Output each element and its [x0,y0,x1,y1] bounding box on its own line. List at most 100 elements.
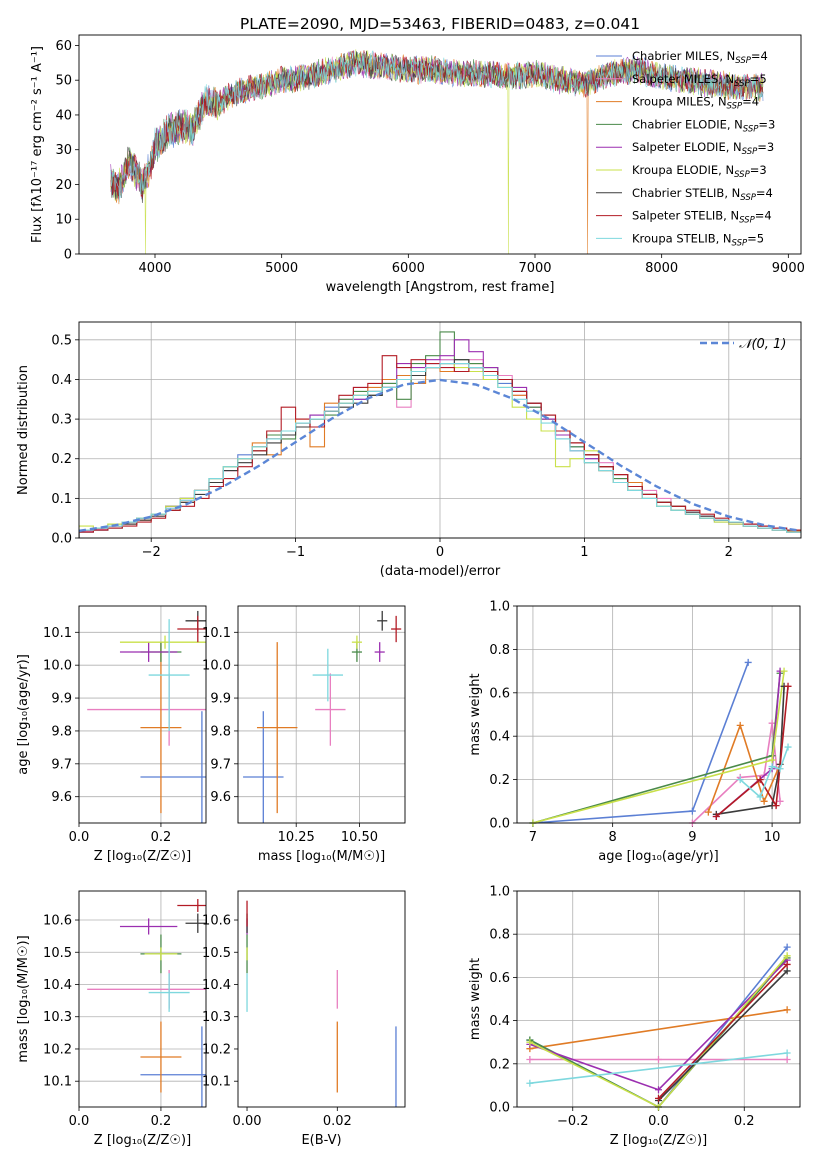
y-tick-label: 9.7 [210,757,231,772]
x-axis-label: age [log₁₀(age/yr)] [598,849,719,864]
errorbars [246,900,397,1107]
legend-entry-tail: =4 [755,209,772,223]
legend-entry-tail: =3 [750,163,767,177]
y-tick-label: 60 [55,39,72,54]
x-tick-label: 4000 [138,261,171,276]
y-tick-label: 0.6 [489,971,510,986]
spectrum-lines [110,49,764,254]
y-tick-label: 1.0 [489,600,510,615]
panel-mass_vs_Z: 0.0 0.2 10.1 10.2 10.3 10.4 10.5 10.6 Z [log₁₀(Z… [16,890,207,1148]
x-tick-label: 8000 [645,261,678,276]
legend-entry-main: Kroupa STELIB, N [632,231,732,245]
weight-marker-kroupa_stelib [768,763,776,771]
y-tick-label: 0.4 [51,373,72,388]
x-tick-label: 9000 [772,261,805,276]
panel-weight_vs_age: 7 8 9 10 0.0 0.2 0.4 0.6 0.8 1.0 age [log₁₀(age/yr… [468,600,801,864]
x-tick-label: 0.2 [734,1114,755,1129]
y-axis-label: Flux [fλ10⁻¹⁷ erg cm⁻² s⁻¹ A⁻¹] [30,46,45,243]
x-tick-label: 8 [609,830,617,845]
x-axis-label: Z [log₁₀(Z/Z☉)] [94,849,191,864]
panel-residuals: −2 −1 0 1 2 0.0 0.1 0.2 0.3 0.4 0.5 (data-model)/er… [16,321,802,579]
weight-marker-salpeter_stelib [772,802,780,810]
errorbars [243,610,402,823]
y-tick-label: 0.0 [489,817,510,832]
y-tick-label: 0.0 [51,532,72,547]
weight-marker-salpeter_miles [526,1055,534,1063]
x-tick-label: 0.2 [151,830,172,845]
weight-marker-kroupa_stelib [776,765,784,773]
x-tick-label: 7 [529,830,537,845]
x-tick-label: 10.50 [341,830,378,845]
x-axis-label: Z [log₁₀(Z/Z☉)] [610,1133,707,1148]
legend-entry-main: Chabrier ELODIE, N [632,117,743,131]
y-tick-label: 10 [55,213,72,228]
x-tick-label: −0.2 [557,1114,589,1129]
y-tick-label: 0.5 [51,333,72,348]
weight-marker-kroupa_elodie [780,667,788,675]
legend-entry-main: Kroupa MILES, N [632,95,727,109]
axes-frame [516,605,801,824]
legend-entry-main: Salpeter MILES, N [632,72,734,86]
x-tick-label: 0.0 [69,830,90,845]
legend-entry-tail: =3 [757,140,774,154]
x-tick-label: 5000 [265,261,298,276]
y-tick-label: 9.9 [51,692,72,707]
x-tick-label: 1 [580,545,588,560]
y-tick-label: 0.4 [489,730,510,745]
y-axis-label: mass weight [468,673,483,755]
y-tick-label: 0.2 [51,452,72,467]
y-tick-label: 0.2 [489,773,510,788]
y-tick-label: 9.8 [210,724,231,739]
x-tick-label: 0.02 [323,1114,352,1129]
legend-entry: Chabrier STELIB, NSSP=4 [632,186,773,203]
legend-entry-sub: SSP [743,124,759,134]
y-axis-label: mass weight [468,958,483,1040]
legend-entry-sub: SSP [742,147,758,157]
x-axis-label: E(B-V) [301,1133,341,1148]
axes-frame [78,605,207,824]
legend-entry: Kroupa STELIB, NSSP=5 [632,231,764,248]
weight-marker-kroupa_elodie [783,952,791,960]
legend-entry-main: Salpeter ELODIE, N [632,140,742,154]
x-axis-label: Z [log₁₀(Z/Z☉)] [94,1133,191,1148]
weight-marker-kroupa_miles [704,808,712,816]
y-axis-label: mass [log₁₀(M/M☉)] [16,935,31,1062]
weight-line-chabrier_stelib [716,686,785,816]
weight-line-kroupa_stelib [529,1052,788,1084]
y-tick-label: 0.1 [51,492,72,507]
weight-marker-kroupa_stelib [784,743,792,751]
histogram-kroupa_stelib [79,363,801,538]
weight-line-salpeter_stelib [715,686,789,818]
axes-frame [78,34,802,255]
axes-frame [516,890,801,1108]
panels: 4000 5000 6000 7000 8000 90000102030405060wav… [16,34,805,1148]
axes-frame [237,890,406,1108]
legend-entry: Chabrier ELODIE, NSSP=3 [632,117,775,134]
x-tick-label: 6000 [392,261,425,276]
legend-entry-tail: =5 [750,72,767,86]
y-tick-label: 10.1 [43,626,72,641]
x-tick-label: −2 [142,545,161,560]
legend-entry-tail: =4 [756,186,773,200]
panel-age_vs_mass: 10.25 10.50 9.6 9.7 9.8 9.9 10.0 10.1 mass [log₁… [202,605,406,864]
y-tick-label: 9.6 [210,790,231,805]
weight-marker-salpeter_stelib [655,1094,662,1102]
weight-marker-chabrier_miles [783,943,791,951]
legend-entry-sub: SSP [732,238,748,248]
y-tick-label: 0.8 [489,928,510,943]
y-tick-label: 10.1 [202,1075,231,1090]
weight-line-salpeter_stelib [657,963,788,1099]
x-tick-label: 10 [764,830,781,845]
legend-entry: 𝒩(0, 1) [739,337,786,352]
weight-marker-kroupa_miles [736,721,744,729]
x-tick-label: 2 [725,545,733,560]
legend-entry: Salpeter MILES, NSSP=5 [632,72,767,89]
legend-entry-sub: SSP [735,56,751,66]
y-axis-label: age [log₁₀(age/yr)] [16,654,31,775]
weight-marker-kroupa_elodie [526,1038,534,1046]
weight-line-chabrier_elodie [532,673,781,824]
y-tick-label: 9.9 [210,692,231,707]
weight-marker-salpeter_miles [655,1055,662,1063]
weight-marker-chabrier_miles [744,658,752,666]
weight-marker-kroupa_stelib [526,1079,534,1087]
